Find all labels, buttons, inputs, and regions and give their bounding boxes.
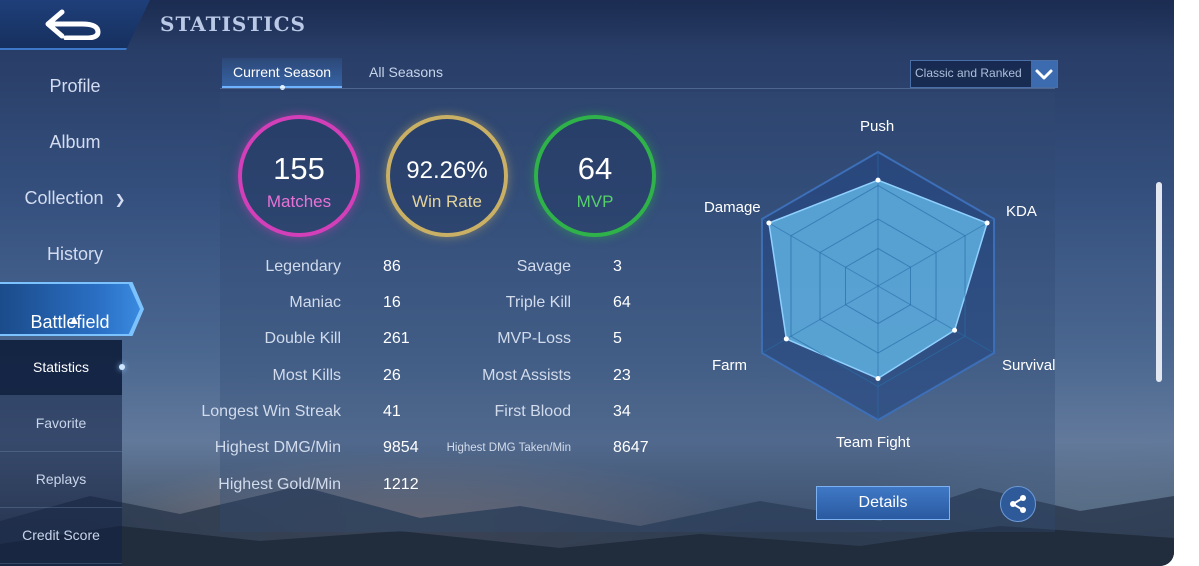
back-arrow-icon <box>45 9 101 40</box>
sidebar-item-collection[interactable]: Collection ❯ <box>0 188 150 209</box>
radar-label-survival: Survival <box>1002 357 1056 374</box>
subnav-item-replays[interactable]: Replays <box>0 452 122 508</box>
subnav-item-label: Replays <box>35 471 87 487</box>
stat-value-triple-kill: 64 <box>613 294 631 311</box>
win-rate-value: 92.26% <box>406 157 488 184</box>
stat-value-most-kills: 26 <box>383 367 401 384</box>
stat-label-most-kills: Most Kills <box>272 367 341 384</box>
stat-label-most-assists: Most Assists <box>482 367 571 384</box>
stat-value-highest-dmg-taken-min: 8647 <box>613 439 649 456</box>
mvp-label: MVP <box>576 192 614 211</box>
matches-value: 155 <box>273 151 325 186</box>
mvp-summary-circle: 64 MVP <box>534 115 656 237</box>
stat-value-savage: 3 <box>613 258 622 275</box>
share-button[interactable] <box>1000 486 1036 522</box>
stat-label-maniac: Maniac <box>289 294 341 311</box>
active-indicator-dot <box>119 364 125 370</box>
sidebar-item-history[interactable]: History <box>0 244 150 265</box>
radar-label-push: Push <box>860 118 895 135</box>
game-screen: STATISTICS Profile Album Collection ❯ Hi… <box>0 0 1174 566</box>
stat-label-double-kill: Double Kill <box>264 330 341 347</box>
sidebar-item-label: History <box>46 244 103 264</box>
details-button[interactable]: Details <box>816 486 950 520</box>
page-title: STATISTICS <box>160 12 306 36</box>
dropdown-arrow-button[interactable] <box>1031 61 1057 87</box>
radar-point-6 <box>766 220 772 226</box>
radar-point-4 <box>875 375 881 381</box>
tab-current-season[interactable]: Current Season <box>222 58 342 90</box>
top-bar <box>0 0 1174 48</box>
subnav-item-label: Statistics <box>32 359 89 375</box>
radar-spoke-5 <box>761 285 879 354</box>
radar-point-1 <box>875 177 881 183</box>
mode-select-dropdown[interactable]: Classic and Ranked <box>910 60 1058 88</box>
stat-value-highest-gold-min: 1212 <box>383 476 419 493</box>
win-rate-summary-circle: 92.26% Win Rate <box>386 115 508 237</box>
stat-value-highest-dmg-min: 9854 <box>383 439 419 456</box>
sidebar-item-battlefield[interactable]: Battlefield ▲ <box>0 284 140 334</box>
win-rate-label: Win Rate <box>412 192 482 211</box>
radar-label-kda: KDA <box>1006 203 1037 220</box>
radar-spoke-3 <box>877 285 995 354</box>
radar-point-5 <box>783 336 789 342</box>
share-icon <box>1010 495 1026 513</box>
radar-point-2 <box>984 220 990 226</box>
radar-point-3 <box>952 327 958 333</box>
stat-label-triple-kill: Triple Kill <box>505 294 571 311</box>
radar-label-team-fight: Team Fight <box>836 434 911 451</box>
stat-label-longest-win-streak: Longest Win Streak <box>201 403 341 420</box>
stat-label-legendary: Legendary <box>265 258 341 275</box>
stat-value-longest-win-streak: 41 <box>383 403 401 420</box>
subnav-item-label: Credit Score <box>22 527 100 543</box>
chevron-up-icon: ▲ <box>67 312 81 327</box>
sidebar-item-label: Album <box>49 132 101 152</box>
mvp-value: 64 <box>577 151 613 186</box>
radar-label-damage: Damage <box>703 199 761 216</box>
radar-spoke-6 <box>761 218 879 287</box>
tab-all-seasons[interactable]: All Seasons <box>352 58 460 86</box>
sidebar-item-label: Profile <box>49 76 101 96</box>
tab-label: All Seasons <box>369 64 443 80</box>
stat-label-highest-dmg-min: Highest DMG/Min <box>214 439 341 456</box>
tab-active-dot <box>280 85 285 90</box>
chevron-down-icon: ❯ <box>114 192 126 207</box>
stat-label-mvp-loss: MVP-Loss <box>497 330 571 347</box>
sidebar-item-profile[interactable]: Profile <box>0 76 150 97</box>
mountain-background <box>0 486 1174 566</box>
sidebar-item-label: Collection <box>24 188 104 208</box>
scrollbar[interactable] <box>1156 182 1162 382</box>
tab-divider <box>220 88 1055 89</box>
subnav-item-statistics[interactable]: Statistics <box>0 340 125 396</box>
tab-label: Current Season <box>232 64 332 80</box>
subnav-item-label: Favorite <box>35 415 87 431</box>
stat-value-maniac: 16 <box>383 294 401 311</box>
sidebar-subnav: Statistics Favorite Replays Credit Score <box>0 340 125 566</box>
stat-value-most-assists: 23 <box>613 367 631 384</box>
mode-select-value: Classic and Ranked <box>915 66 1022 80</box>
matches-summary-circle: 155 Matches <box>238 115 360 237</box>
stat-label-savage: Savage <box>516 258 571 275</box>
radar-spoke-2 <box>877 218 995 287</box>
back-button[interactable] <box>0 0 150 50</box>
chevron-down-icon <box>1035 69 1053 80</box>
radar-label-farm: Farm <box>711 357 747 374</box>
stat-label-highest-dmg-taken-min: Highest DMG Taken/Min <box>446 442 571 454</box>
subnav-item-favorite[interactable]: Favorite <box>0 396 122 452</box>
radar-chart <box>760 150 996 422</box>
sidebar-item-album[interactable]: Album <box>0 132 150 153</box>
stat-label-first-blood: First Blood <box>494 403 571 420</box>
stat-label-highest-gold-min: Highest Gold/Min <box>218 476 341 493</box>
stat-value-first-blood: 34 <box>613 403 631 420</box>
stat-value-double-kill: 261 <box>383 330 410 347</box>
stat-value-legendary: 86 <box>383 258 401 275</box>
subnav-item-credit-score[interactable]: Credit Score <box>0 508 122 564</box>
stat-value-mvp-loss: 5 <box>613 330 622 347</box>
sidebar-item-label: Battlefield <box>30 312 110 332</box>
matches-label: Matches <box>266 192 332 211</box>
